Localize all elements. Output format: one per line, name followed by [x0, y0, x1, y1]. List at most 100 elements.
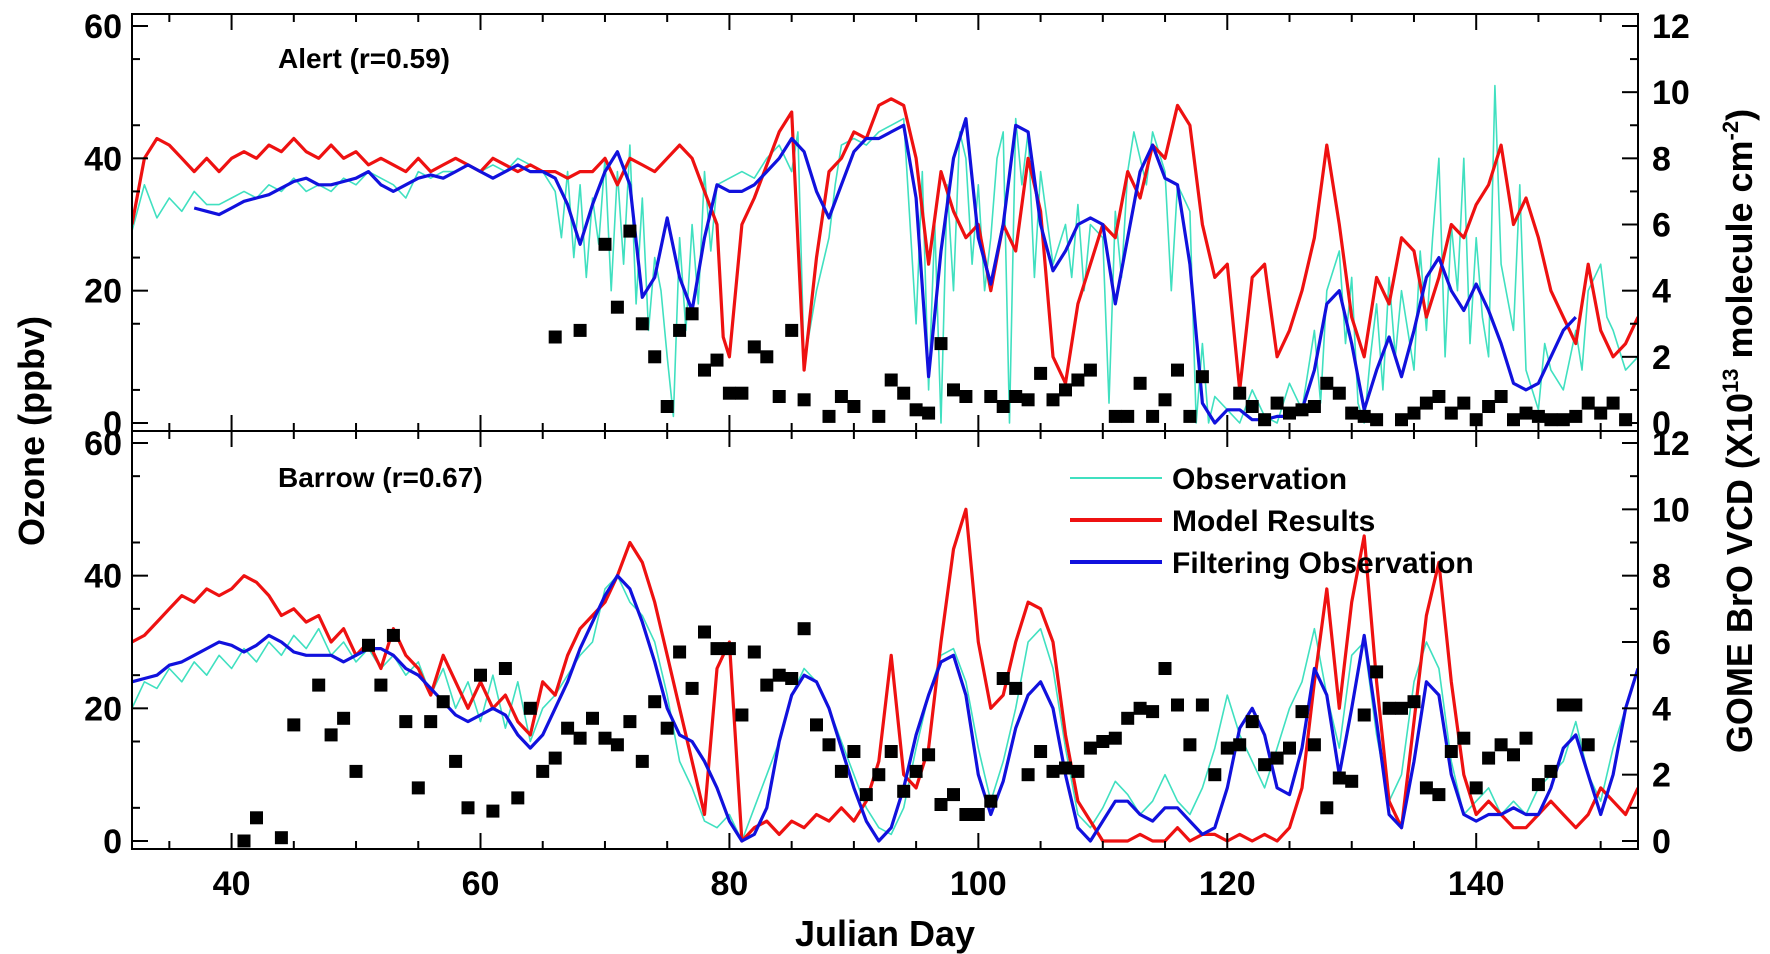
barrow-bro-point-97 [1469, 781, 1483, 795]
barrow-bro-point-11 [399, 715, 413, 729]
alert-bro-point-15 [760, 350, 774, 364]
alert-right-tick-label: 4 [1652, 273, 1671, 311]
barrow-bro-point-23 [548, 751, 562, 765]
alert-bro-point-50 [1270, 396, 1284, 410]
barrow-bro-point-28 [610, 738, 624, 752]
barrow-bro-point-1 [250, 811, 263, 825]
barrow-bro-point-95 [1444, 745, 1458, 758]
barrow-bro-point-93 [1419, 781, 1433, 795]
alert-bro-point-39 [1108, 409, 1122, 423]
x-tick-labels: 40 60 80 100 120 140 [213, 865, 1505, 903]
barrow-bro-point-29 [623, 715, 637, 729]
barrow-left-tick-label: 40 [84, 558, 122, 596]
barrow-bro-point-27 [598, 731, 612, 745]
alert-bro-point-21 [847, 400, 861, 413]
barrow-bro-point-60 [1009, 681, 1023, 695]
barrow-right-tick-label: 12 [1652, 425, 1690, 463]
barrow-bro-point-91 [1395, 701, 1408, 715]
barrow-bro-point-7 [349, 764, 363, 778]
barrow-bro-point-55 [947, 788, 960, 802]
alert-bro-point-64 [1457, 396, 1471, 410]
alert-bro-point-31 [996, 400, 1010, 413]
barrow-bro-point-92 [1407, 695, 1421, 709]
barrow-bro-point-14 [436, 695, 450, 709]
alert-bro-point-13 [735, 386, 749, 400]
barrow-right-tick-label: 2 [1652, 757, 1671, 795]
alert-bro-point-18 [797, 393, 811, 407]
barrow-bro-point-2 [274, 831, 288, 845]
barrow-bro-point-102 [1531, 778, 1545, 792]
barrow-bro-point-22 [536, 764, 550, 778]
alert-bro-point-51 [1283, 406, 1296, 420]
legend-filtered-label: Filtering Observation [1172, 547, 1474, 580]
barrow-bro-point-74 [1183, 738, 1197, 752]
alert-bro-point-24 [897, 386, 911, 400]
x-tick-label: 60 [462, 865, 500, 903]
alert-bro-point-0 [548, 330, 562, 344]
barrow-bro-point-5 [324, 728, 338, 742]
alert-bro-point-25 [909, 403, 923, 417]
barrow-bro-point-47 [847, 745, 861, 758]
barrow-bro-point-42 [785, 672, 799, 685]
alert-bro-point-49 [1258, 413, 1272, 427]
alert-left-tick-label: 60 [84, 8, 122, 46]
barrow-bro-point-78 [1233, 738, 1247, 752]
barrow-bro-point-41 [772, 668, 786, 682]
alert-model-line [132, 97, 1638, 392]
x-tick-label: 140 [1448, 865, 1505, 903]
barrow-bro-point-66 [1083, 741, 1097, 755]
barrow-right-tick-label: 0 [1652, 823, 1671, 861]
alert-bro-point-43 [1158, 393, 1172, 407]
barrow-bro-point-33 [673, 645, 687, 659]
barrow-bro-point-4 [312, 678, 326, 692]
barrow-bro-point-72 [1158, 662, 1172, 675]
barrow-bro-point-10 [386, 628, 400, 642]
barrow-ticks-layer [132, 431, 1638, 849]
alert-bro-point-70 [1531, 409, 1545, 423]
right-y-axis-title-unit-exp: -2 [1718, 121, 1743, 141]
barrow-bro-point-70 [1133, 701, 1147, 715]
barrow-model-line [132, 507, 1638, 843]
alert-bro-point-27 [934, 337, 948, 351]
barrow-bro-point-61 [1021, 768, 1035, 782]
barrow-bro-point-71 [1146, 705, 1160, 719]
barrow-bro-point-50 [884, 745, 898, 758]
alert-bro-point-17 [785, 323, 799, 337]
alert-bro-point-41 [1133, 376, 1147, 390]
alert-bro-point-4 [623, 224, 637, 238]
alert-bro-point-30 [984, 390, 998, 403]
barrow-bro-point-87 [1345, 774, 1359, 788]
alert-bro-point-14 [747, 340, 761, 354]
barrow-filtered-line [132, 574, 1638, 843]
alert-filtered-line [193, 117, 1577, 425]
barrow-bro-point-56 [959, 808, 973, 821]
alert-left-tick-label: 20 [84, 273, 122, 311]
alert-bro-point-75 [1594, 406, 1608, 420]
alert-bro-point-71 [1544, 413, 1558, 427]
alert-bro-point-69 [1519, 406, 1533, 420]
x-tick-label: 40 [213, 865, 251, 903]
alert-bro-point-59 [1395, 413, 1408, 427]
alert-bro-point-73 [1569, 409, 1583, 423]
barrow-bro-point-8 [362, 638, 375, 652]
barrow-bro-point-24 [561, 721, 575, 735]
barrow-bro-point-88 [1357, 708, 1371, 722]
barrow-right-tick-label: 10 [1652, 491, 1690, 529]
alert-bro-point-9 [685, 307, 699, 321]
alert-bro-point-61 [1419, 396, 1433, 410]
barrow-bro-point-32 [660, 721, 674, 735]
barrow-bro-point-9 [374, 678, 388, 692]
barrow-bro-point-63 [1046, 764, 1060, 778]
alert-right-tick-label: 10 [1652, 74, 1690, 112]
alert-bro-point-45 [1183, 409, 1197, 423]
alert-bro-point-36 [1059, 383, 1072, 397]
alert-bro-point-22 [872, 409, 886, 423]
barrow-bro-point-20 [511, 791, 525, 805]
right-y-axis-title-unit: molecule cm [1719, 140, 1760, 368]
legend-model-label: Model Results [1172, 505, 1375, 538]
alert-bro-point-11 [710, 353, 724, 367]
alert-observation-line [132, 84, 1638, 424]
alert-right-tick-label: 12 [1652, 8, 1690, 46]
